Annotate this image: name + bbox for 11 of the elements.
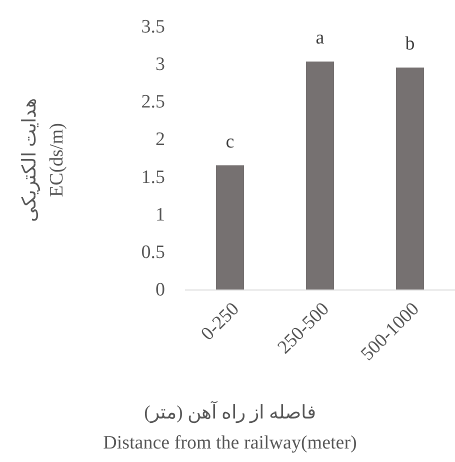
y-tick-label: 3.5 <box>141 16 165 38</box>
y-tick-label: 2.5 <box>141 92 165 113</box>
y-tick-label: 1 <box>156 204 165 226</box>
y-tick-label: 0.5 <box>141 242 165 263</box>
y-tick-label: 3 <box>156 54 165 76</box>
annotation: a <box>316 28 325 49</box>
y-tick-label: 1.5 <box>141 166 165 188</box>
y-tick-label: 0 <box>156 280 165 300</box>
y-tick-label: 2 <box>156 129 165 150</box>
annotation: b <box>405 34 415 55</box>
annotation: c <box>226 131 234 152</box>
